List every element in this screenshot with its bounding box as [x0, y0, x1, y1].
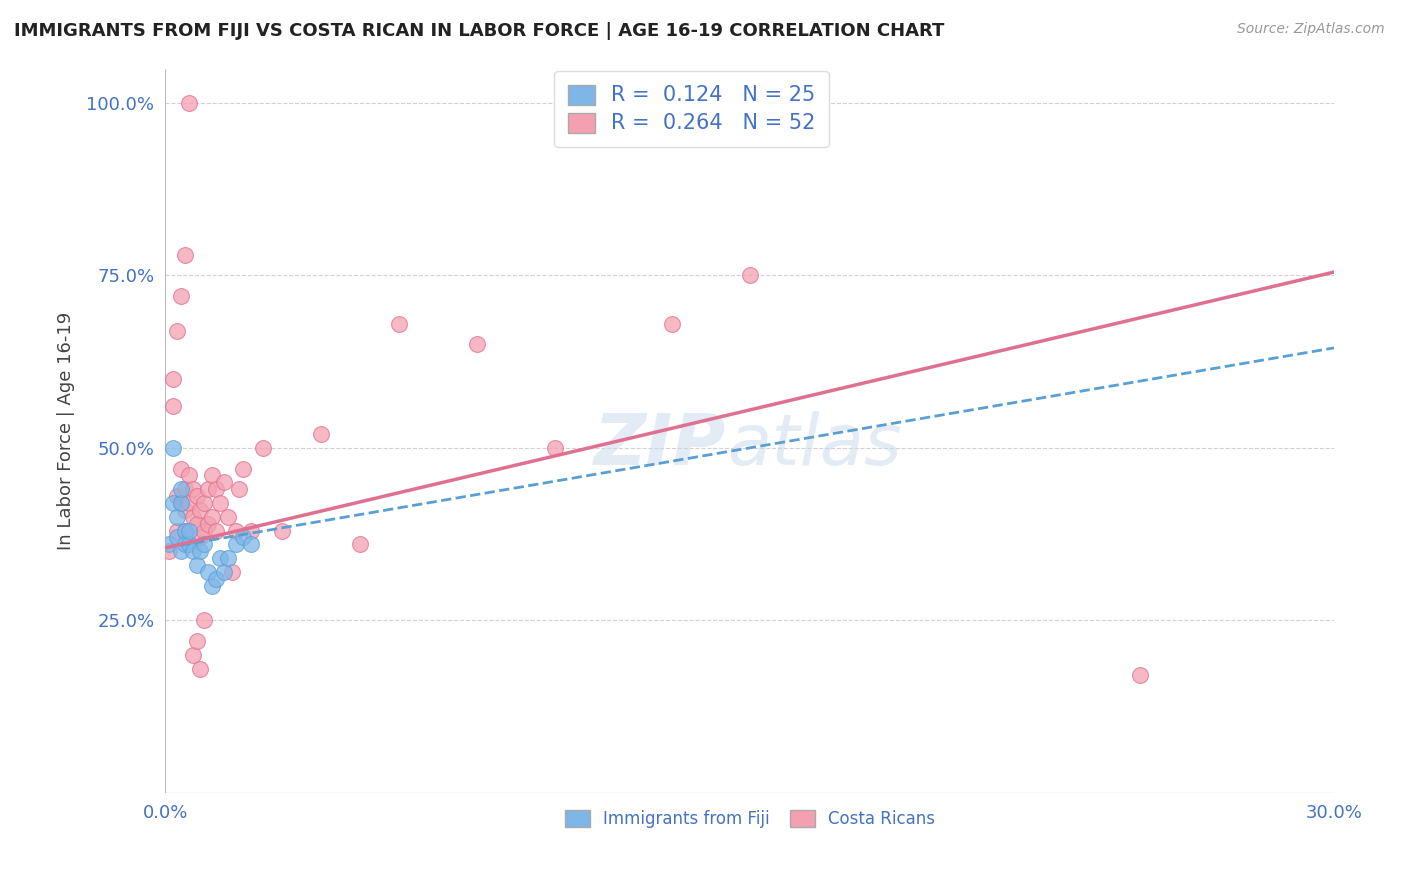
- Point: [166, 524, 188, 538]
- Point: [170, 496, 193, 510]
- Point: [193, 613, 215, 627]
- Point: [181, 482, 204, 496]
- Point: [190, 503, 212, 517]
- Point: [208, 551, 231, 566]
- Y-axis label: In Labor Force | Age 16-19: In Labor Force | Age 16-19: [58, 311, 75, 549]
- Point: [162, 496, 184, 510]
- Point: [173, 503, 195, 517]
- Point: [190, 544, 212, 558]
- Point: [186, 634, 208, 648]
- Point: [181, 509, 204, 524]
- Point: [166, 489, 188, 503]
- Point: [173, 537, 195, 551]
- Legend: Immigrants from Fiji, Costa Ricans: Immigrants from Fiji, Costa Ricans: [558, 804, 942, 835]
- Point: [170, 496, 193, 510]
- Point: [193, 537, 215, 551]
- Point: [170, 461, 193, 475]
- Point: [271, 524, 294, 538]
- Point: [201, 468, 224, 483]
- Point: [205, 482, 228, 496]
- Point: [166, 531, 188, 545]
- Point: [217, 509, 239, 524]
- Point: [232, 531, 254, 545]
- Point: [217, 551, 239, 566]
- Point: [162, 372, 184, 386]
- Point: [225, 537, 247, 551]
- Point: [197, 565, 219, 579]
- Point: [162, 441, 184, 455]
- Point: [177, 537, 200, 551]
- Point: [193, 524, 215, 538]
- Point: [170, 289, 193, 303]
- Point: [170, 544, 193, 558]
- Point: [190, 531, 212, 545]
- Point: [201, 579, 224, 593]
- Point: [193, 496, 215, 510]
- Point: [225, 524, 247, 538]
- Point: [205, 572, 228, 586]
- Point: [201, 509, 224, 524]
- Point: [162, 400, 184, 414]
- Point: [186, 516, 208, 531]
- Point: [166, 324, 188, 338]
- Point: [173, 524, 195, 538]
- Point: [190, 661, 212, 675]
- Point: [197, 482, 219, 496]
- Point: [173, 248, 195, 262]
- Point: [738, 268, 761, 283]
- Point: [157, 537, 180, 551]
- Point: [349, 537, 371, 551]
- Point: [232, 461, 254, 475]
- Point: [240, 524, 263, 538]
- Point: [221, 565, 243, 579]
- Text: ZIP: ZIP: [595, 410, 727, 480]
- Point: [157, 544, 180, 558]
- Point: [240, 537, 263, 551]
- Point: [252, 441, 274, 455]
- Point: [212, 475, 235, 490]
- Point: [661, 317, 683, 331]
- Point: [170, 482, 193, 496]
- Point: [465, 337, 488, 351]
- Point: [212, 565, 235, 579]
- Point: [177, 95, 200, 110]
- Point: [205, 524, 228, 538]
- Point: [186, 489, 208, 503]
- Text: IMMIGRANTS FROM FIJI VS COSTA RICAN IN LABOR FORCE | AGE 16-19 CORRELATION CHART: IMMIGRANTS FROM FIJI VS COSTA RICAN IN L…: [14, 22, 945, 40]
- Point: [173, 524, 195, 538]
- Point: [544, 441, 567, 455]
- Point: [197, 516, 219, 531]
- Point: [177, 468, 200, 483]
- Text: Source: ZipAtlas.com: Source: ZipAtlas.com: [1237, 22, 1385, 37]
- Point: [166, 509, 188, 524]
- Text: atlas: atlas: [727, 410, 901, 480]
- Point: [181, 648, 204, 662]
- Point: [311, 427, 333, 442]
- Point: [388, 317, 411, 331]
- Point: [177, 524, 200, 538]
- Point: [177, 496, 200, 510]
- Point: [173, 482, 195, 496]
- Point: [208, 496, 231, 510]
- Point: [181, 544, 204, 558]
- Point: [186, 558, 208, 572]
- Point: [228, 482, 250, 496]
- Point: [1129, 668, 1152, 682]
